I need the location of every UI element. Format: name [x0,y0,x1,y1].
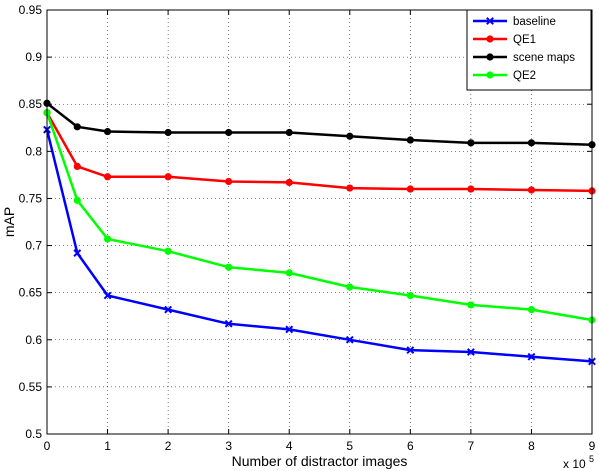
x-tick-label: 9 [589,439,596,453]
data-point [527,352,536,361]
plot-frame [46,9,593,435]
data-point [164,128,172,137]
data-point [164,247,172,255]
series-lines [43,99,596,366]
y-tick-label: 0.65 [19,286,43,300]
legend-label: scene maps [513,52,575,64]
x-axis-scale-factor: x 10 5 [563,454,594,471]
x-tick-label: 1 [104,439,111,453]
legend-label: QE1 [513,34,536,46]
data-point [164,173,172,181]
y-tick-label: 0.8 [25,144,42,158]
legend-marker [486,35,494,43]
data-point [285,269,293,277]
legend-item: QE1 [473,34,536,46]
legend-item: scene maps [473,52,575,64]
data-point [73,249,82,258]
data-point [345,335,354,344]
y-tick-label: 0.7 [25,239,42,253]
data-point [285,178,293,187]
legend-item: baseline [473,16,556,28]
legend-marker [486,53,494,61]
data-point [467,301,475,309]
x-tick-label: 0 [44,439,51,453]
data-point [73,162,81,171]
data-point [103,127,112,136]
legend-item: QE2 [473,70,536,82]
y-tick-label: 0.95 [19,3,43,17]
y-tick-label: 0.5 [25,427,42,441]
x-axis-title: Number of distractor images [232,453,408,469]
data-point [527,139,536,147]
x-tick-label: 5 [346,439,353,453]
x-tick-label: 7 [468,439,475,453]
data-point [164,305,173,314]
data-point [225,263,233,271]
data-point [225,128,233,137]
y-axis-title: mAP [1,207,17,237]
x-axis-scale-base: x 10 [563,457,586,471]
data-point [406,185,414,193]
data-point [406,136,414,144]
legend-marker [486,71,494,79]
data-point [346,132,354,140]
data-point [467,139,475,147]
x-tick-label: 8 [528,439,535,453]
data-point [346,283,354,291]
series-scene-maps [43,99,596,149]
y-tick-label: 0.55 [19,380,43,394]
data-point [103,173,112,181]
x-axis-scale-exponent: 5 [589,454,594,464]
data-point [73,123,81,131]
data-point [466,348,475,356]
x-tick-label: 3 [225,439,232,453]
data-point [103,291,112,300]
legend-label: baseline [513,16,556,28]
data-point [285,325,294,334]
legend-label: QE2 [513,70,536,82]
legend: baseline QE1 scene maps QE2 [466,9,592,91]
data-point [346,184,354,192]
x-tick-label: 2 [165,439,172,453]
data-point [406,291,414,300]
y-tick-label: 0.9 [25,50,42,64]
x-tick-label: 6 [407,439,414,453]
data-point [527,306,536,314]
data-point [406,346,415,355]
y-tick-label: 0.6 [25,333,42,347]
y-tick-label: 0.85 [19,97,43,111]
x-tick-label: 4 [286,439,293,453]
data-point [467,185,475,193]
data-point [224,319,233,328]
data-point [225,177,233,186]
data-point [285,128,293,137]
data-point [527,186,536,194]
data-point [73,196,81,204]
tick-labels: 0 1 2 3 4 5 6 7 8 9 0.5 0.55 0.6 0.65 0.7 0.75 0.8 0.85 0.… [19,3,596,453]
data-point [103,235,112,243]
legend-marker [486,17,494,25]
y-tick-label: 0.75 [19,191,43,205]
